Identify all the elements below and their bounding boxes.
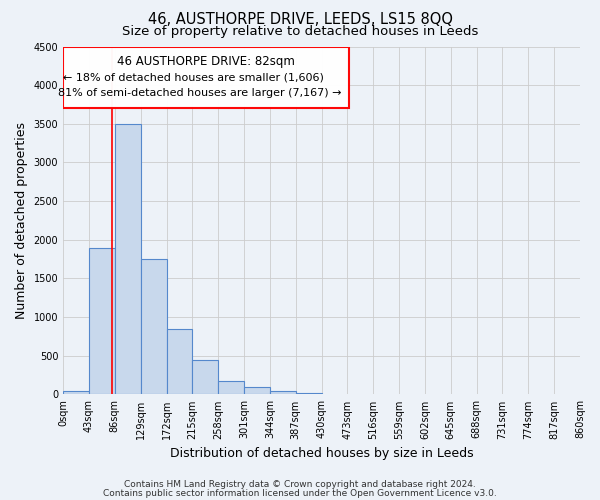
- Bar: [63, 390, 89, 394]
- Bar: [167, 328, 193, 394]
- Text: 46 AUSTHORPE DRIVE: 82sqm: 46 AUSTHORPE DRIVE: 82sqm: [117, 56, 295, 68]
- Bar: [270, 390, 296, 394]
- Bar: [218, 381, 244, 394]
- Y-axis label: Number of detached properties: Number of detached properties: [15, 122, 28, 319]
- Bar: [193, 360, 218, 394]
- Text: Contains HM Land Registry data © Crown copyright and database right 2024.: Contains HM Land Registry data © Crown c…: [124, 480, 476, 489]
- Text: 46, AUSTHORPE DRIVE, LEEDS, LS15 8QQ: 46, AUSTHORPE DRIVE, LEEDS, LS15 8QQ: [148, 12, 452, 28]
- Bar: [296, 393, 322, 394]
- Bar: [244, 388, 270, 394]
- Text: Contains public sector information licensed under the Open Government Licence v3: Contains public sector information licen…: [103, 488, 497, 498]
- Text: Size of property relative to detached houses in Leeds: Size of property relative to detached ho…: [122, 25, 478, 38]
- Text: ← 18% of detached houses are smaller (1,606): ← 18% of detached houses are smaller (1,…: [64, 72, 325, 83]
- Bar: [115, 124, 140, 394]
- X-axis label: Distribution of detached houses by size in Leeds: Distribution of detached houses by size …: [170, 447, 473, 460]
- Bar: [63, 46, 349, 108]
- Text: 81% of semi-detached houses are larger (7,167) →: 81% of semi-detached houses are larger (…: [58, 88, 341, 98]
- Bar: [89, 248, 115, 394]
- Bar: [140, 259, 167, 394]
